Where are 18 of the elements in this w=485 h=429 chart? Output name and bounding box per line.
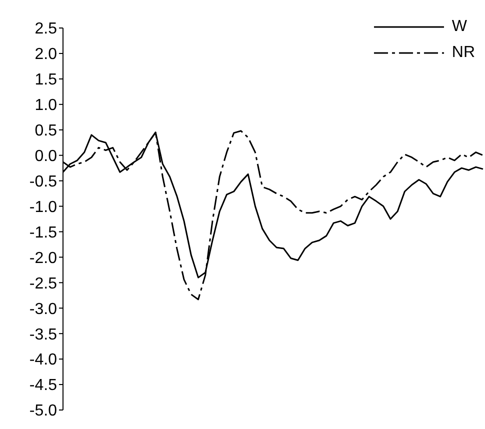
y-tick-label: 0.5: [34, 122, 58, 140]
y-tick-label: 2.0: [34, 46, 58, 64]
y-tick-label: -2.5: [29, 275, 58, 292]
legend-label: NR: [452, 44, 475, 62]
y-tick-label: -2.0: [29, 250, 58, 267]
y-tick-label: 1.0: [34, 97, 58, 114]
y-tick-label: -4.5: [29, 377, 58, 394]
y-tick-label: -1.5: [29, 224, 58, 242]
y-tick-label: -3.0: [29, 300, 58, 318]
y-tick-label: -1.0: [29, 198, 58, 216]
y-tick-label: -5.0: [29, 402, 58, 420]
y-tick-label: -0.5: [29, 173, 58, 190]
legend-label: W: [452, 18, 467, 36]
y-tick-label: 2.5: [34, 20, 58, 38]
y-tick-label: 1.5: [34, 72, 58, 89]
y-tick-label: -4.0: [29, 352, 58, 369]
y-tick-label: -3.5: [29, 326, 58, 344]
y-tick-label: 0.0: [34, 148, 58, 166]
